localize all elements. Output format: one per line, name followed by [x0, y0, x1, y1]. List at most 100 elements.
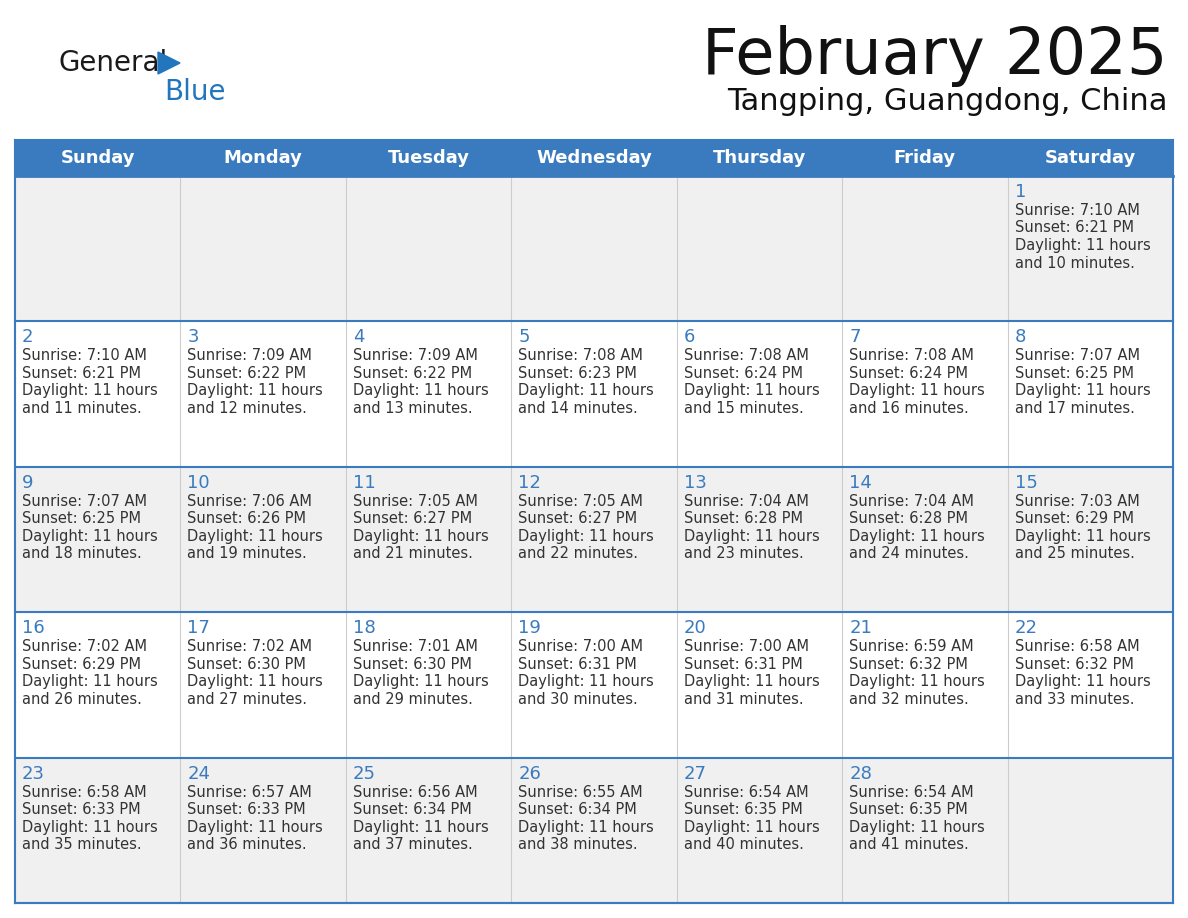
Text: Wednesday: Wednesday [536, 149, 652, 167]
Text: Daylight: 11 hours: Daylight: 11 hours [849, 674, 985, 689]
Text: Sunrise: 7:02 AM: Sunrise: 7:02 AM [188, 639, 312, 655]
Text: Sunrise: 7:00 AM: Sunrise: 7:00 AM [684, 639, 809, 655]
Text: Saturday: Saturday [1044, 149, 1136, 167]
Text: and 41 minutes.: and 41 minutes. [849, 837, 969, 852]
Text: Sunset: 6:26 PM: Sunset: 6:26 PM [188, 511, 307, 526]
Text: Sunset: 6:25 PM: Sunset: 6:25 PM [23, 511, 141, 526]
Text: Sunset: 6:34 PM: Sunset: 6:34 PM [353, 802, 472, 817]
Text: and 25 minutes.: and 25 minutes. [1015, 546, 1135, 561]
Text: and 21 minutes.: and 21 minutes. [353, 546, 473, 561]
Text: Sunset: 6:22 PM: Sunset: 6:22 PM [353, 366, 472, 381]
Text: 7: 7 [849, 329, 860, 346]
Text: Sunset: 6:27 PM: Sunset: 6:27 PM [518, 511, 638, 526]
Text: 3: 3 [188, 329, 198, 346]
Text: Daylight: 11 hours: Daylight: 11 hours [1015, 384, 1150, 398]
Text: 28: 28 [849, 765, 872, 783]
Text: and 14 minutes.: and 14 minutes. [518, 401, 638, 416]
Text: Sunset: 6:24 PM: Sunset: 6:24 PM [849, 366, 968, 381]
Text: and 16 minutes.: and 16 minutes. [849, 401, 969, 416]
Text: Sunrise: 7:01 AM: Sunrise: 7:01 AM [353, 639, 478, 655]
Text: Daylight: 11 hours: Daylight: 11 hours [518, 674, 655, 689]
Text: Sunday: Sunday [61, 149, 135, 167]
Text: Sunset: 6:33 PM: Sunset: 6:33 PM [188, 802, 307, 817]
Text: Sunset: 6:35 PM: Sunset: 6:35 PM [684, 802, 802, 817]
Text: Sunrise: 6:59 AM: Sunrise: 6:59 AM [849, 639, 974, 655]
Text: and 40 minutes.: and 40 minutes. [684, 837, 803, 852]
Text: and 11 minutes.: and 11 minutes. [23, 401, 141, 416]
Text: Sunrise: 6:58 AM: Sunrise: 6:58 AM [1015, 639, 1139, 655]
Text: Sunset: 6:32 PM: Sunset: 6:32 PM [1015, 656, 1133, 672]
Text: and 18 minutes.: and 18 minutes. [23, 546, 141, 561]
Text: Sunset: 6:29 PM: Sunset: 6:29 PM [23, 656, 141, 672]
Text: Tuesday: Tuesday [387, 149, 469, 167]
Text: and 15 minutes.: and 15 minutes. [684, 401, 803, 416]
Text: 1: 1 [1015, 183, 1026, 201]
Text: Daylight: 11 hours: Daylight: 11 hours [518, 820, 655, 834]
Text: Sunset: 6:27 PM: Sunset: 6:27 PM [353, 511, 472, 526]
Bar [15, 176, 1173, 321]
Text: Sunset: 6:21 PM: Sunset: 6:21 PM [23, 366, 141, 381]
Text: 24: 24 [188, 765, 210, 783]
Text: and 24 minutes.: and 24 minutes. [849, 546, 969, 561]
Text: Sunrise: 7:08 AM: Sunrise: 7:08 AM [684, 349, 809, 364]
Text: Sunrise: 7:10 AM: Sunrise: 7:10 AM [23, 349, 147, 364]
Text: 14: 14 [849, 474, 872, 492]
Text: 22: 22 [1015, 620, 1037, 637]
Text: 9: 9 [23, 474, 33, 492]
Text: and 22 minutes.: and 22 minutes. [518, 546, 638, 561]
Text: Sunrise: 7:04 AM: Sunrise: 7:04 AM [849, 494, 974, 509]
Text: 12: 12 [518, 474, 542, 492]
Text: Friday: Friday [893, 149, 956, 167]
Text: Daylight: 11 hours: Daylight: 11 hours [849, 384, 985, 398]
Text: Sunrise: 7:07 AM: Sunrise: 7:07 AM [1015, 349, 1139, 364]
Text: Sunrise: 7:09 AM: Sunrise: 7:09 AM [353, 349, 478, 364]
Text: 27: 27 [684, 765, 707, 783]
Text: Daylight: 11 hours: Daylight: 11 hours [188, 384, 323, 398]
Text: Daylight: 11 hours: Daylight: 11 hours [353, 820, 488, 834]
Text: Sunset: 6:28 PM: Sunset: 6:28 PM [684, 511, 803, 526]
Text: Daylight: 11 hours: Daylight: 11 hours [1015, 238, 1150, 253]
Bar [15, 321, 1173, 466]
Text: Sunrise: 6:54 AM: Sunrise: 6:54 AM [849, 785, 974, 800]
Text: Sunrise: 7:09 AM: Sunrise: 7:09 AM [188, 349, 312, 364]
Text: 26: 26 [518, 765, 542, 783]
Text: and 10 minutes.: and 10 minutes. [1015, 255, 1135, 271]
Text: 6: 6 [684, 329, 695, 346]
Text: Sunrise: 6:54 AM: Sunrise: 6:54 AM [684, 785, 808, 800]
Text: Sunrise: 7:05 AM: Sunrise: 7:05 AM [353, 494, 478, 509]
Text: Sunrise: 6:57 AM: Sunrise: 6:57 AM [188, 785, 312, 800]
Text: Sunset: 6:21 PM: Sunset: 6:21 PM [1015, 220, 1133, 236]
Text: Daylight: 11 hours: Daylight: 11 hours [353, 384, 488, 398]
Text: Daylight: 11 hours: Daylight: 11 hours [188, 529, 323, 543]
Text: Sunset: 6:30 PM: Sunset: 6:30 PM [353, 656, 472, 672]
Text: 16: 16 [23, 620, 45, 637]
Bar [15, 757, 1173, 903]
Text: Daylight: 11 hours: Daylight: 11 hours [23, 820, 158, 834]
Text: 10: 10 [188, 474, 210, 492]
Text: Daylight: 11 hours: Daylight: 11 hours [23, 529, 158, 543]
Text: 19: 19 [518, 620, 542, 637]
Text: Daylight: 11 hours: Daylight: 11 hours [353, 674, 488, 689]
Text: Sunset: 6:31 PM: Sunset: 6:31 PM [518, 656, 637, 672]
Text: 20: 20 [684, 620, 707, 637]
Text: and 35 minutes.: and 35 minutes. [23, 837, 141, 852]
Text: Sunrise: 6:56 AM: Sunrise: 6:56 AM [353, 785, 478, 800]
Text: Sunrise: 7:10 AM: Sunrise: 7:10 AM [1015, 203, 1139, 218]
Text: Sunset: 6:31 PM: Sunset: 6:31 PM [684, 656, 802, 672]
Text: and 27 minutes.: and 27 minutes. [188, 691, 308, 707]
Text: Sunrise: 7:07 AM: Sunrise: 7:07 AM [23, 494, 147, 509]
Text: Sunrise: 6:58 AM: Sunrise: 6:58 AM [23, 785, 146, 800]
Text: and 12 minutes.: and 12 minutes. [188, 401, 308, 416]
Text: Daylight: 11 hours: Daylight: 11 hours [1015, 529, 1150, 543]
Text: and 17 minutes.: and 17 minutes. [1015, 401, 1135, 416]
Text: Sunrise: 7:05 AM: Sunrise: 7:05 AM [518, 494, 643, 509]
Text: and 36 minutes.: and 36 minutes. [188, 837, 307, 852]
Text: and 31 minutes.: and 31 minutes. [684, 691, 803, 707]
Text: Thursday: Thursday [713, 149, 807, 167]
Text: Sunset: 6:22 PM: Sunset: 6:22 PM [188, 366, 307, 381]
Text: 11: 11 [353, 474, 375, 492]
Text: Daylight: 11 hours: Daylight: 11 hours [353, 529, 488, 543]
Text: Sunset: 6:28 PM: Sunset: 6:28 PM [849, 511, 968, 526]
Text: and 19 minutes.: and 19 minutes. [188, 546, 308, 561]
Text: 5: 5 [518, 329, 530, 346]
